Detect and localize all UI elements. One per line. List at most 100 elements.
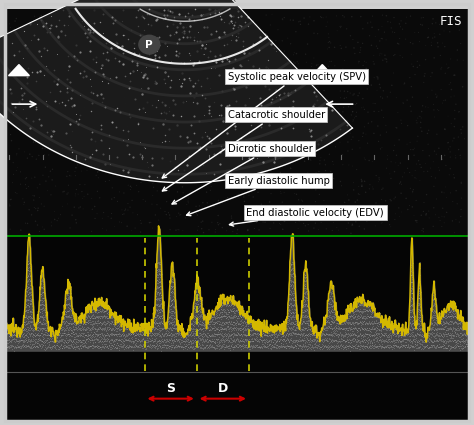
Point (104, 308, 111, 315)
Point (152, 325, 160, 332)
Point (101, 303, 109, 309)
Point (155, 217, 163, 224)
Point (227, 336, 235, 343)
Point (379, 341, 386, 348)
Point (65, 305, 73, 312)
Point (410, 319, 418, 326)
Point (248, 319, 256, 326)
Point (343, 346, 350, 352)
Point (68, 302, 75, 309)
Point (40, 300, 47, 307)
Point (76, 341, 84, 348)
Point (172, 306, 179, 312)
Point (215, 36, 222, 42)
Point (155, 321, 162, 328)
Point (423, 344, 431, 351)
Point (447, 86, 455, 93)
Point (69, 319, 77, 326)
Point (20, 336, 27, 343)
Point (201, 337, 209, 344)
Point (44, 187, 51, 194)
Point (344, 139, 352, 145)
Point (199, 327, 207, 334)
Point (70, 314, 77, 321)
Point (173, 122, 181, 128)
Point (186, 138, 194, 145)
Point (36, 302, 44, 309)
Point (418, 332, 426, 339)
Point (343, 319, 350, 326)
Point (363, 218, 371, 225)
Point (439, 99, 447, 106)
Point (229, 324, 237, 331)
Point (27, 319, 35, 326)
Point (133, 59, 141, 66)
Point (42, 136, 50, 142)
Point (235, 7, 242, 14)
Point (161, 339, 169, 346)
Point (155, 42, 163, 48)
Point (375, 327, 383, 334)
Point (255, 338, 262, 345)
Point (215, 34, 223, 40)
Point (191, 301, 199, 308)
Point (226, 110, 234, 116)
Point (212, 324, 219, 331)
Point (105, 342, 112, 348)
Point (228, 314, 236, 321)
Point (219, 308, 226, 315)
Point (66, 153, 73, 160)
Point (294, 170, 301, 177)
Point (304, 340, 312, 347)
Point (415, 343, 422, 350)
Point (187, 136, 194, 143)
Point (447, 94, 455, 100)
Point (351, 101, 359, 108)
Point (183, 332, 191, 339)
Point (127, 343, 134, 349)
Point (155, 295, 163, 302)
Point (13, 150, 20, 157)
Point (11, 332, 18, 338)
Point (146, 337, 154, 344)
Point (445, 306, 452, 313)
Point (420, 337, 428, 343)
Point (412, 337, 419, 344)
Point (307, 334, 314, 341)
Point (242, 333, 250, 340)
Point (44, 66, 51, 73)
Point (171, 164, 179, 170)
Point (144, 342, 152, 348)
Point (39, 19, 46, 26)
Point (153, 330, 160, 337)
Point (258, 333, 265, 340)
Point (337, 342, 344, 348)
Point (182, 329, 190, 336)
Point (135, 337, 143, 344)
Point (375, 343, 383, 349)
Point (261, 332, 269, 338)
Point (146, 343, 154, 350)
Point (193, 290, 201, 297)
Point (192, 288, 200, 295)
Point (61, 324, 68, 331)
Point (214, 336, 222, 343)
Point (95, 301, 103, 308)
Point (24, 309, 32, 315)
Point (168, 326, 175, 333)
Point (417, 289, 425, 295)
Point (337, 114, 344, 121)
Point (299, 325, 307, 332)
Point (181, 48, 189, 55)
Point (430, 291, 438, 298)
Point (442, 20, 449, 27)
Point (35, 48, 43, 55)
Point (399, 341, 406, 348)
Point (9, 332, 16, 339)
Point (395, 40, 402, 47)
Point (118, 104, 125, 111)
Point (229, 307, 237, 314)
Point (419, 102, 427, 109)
Point (465, 337, 473, 344)
Point (152, 291, 159, 298)
